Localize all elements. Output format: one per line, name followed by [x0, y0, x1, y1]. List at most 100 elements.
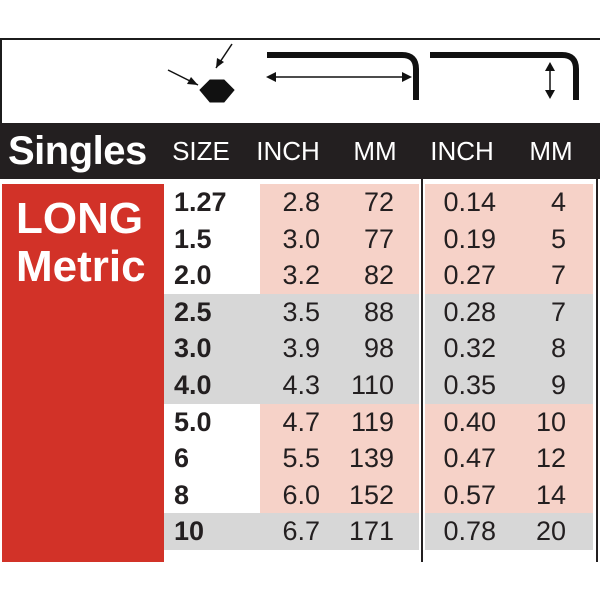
- long-mm-cell: 98: [363, 333, 394, 364]
- short-mm-cell: 5: [550, 223, 566, 254]
- size-cell-bg: [164, 184, 260, 221]
- table-row: 8 6.0 152 0.57 14: [164, 476, 600, 514]
- size-cell: 2.5: [174, 296, 212, 327]
- long-inch-cell: 3.5: [282, 296, 320, 327]
- size-cell-bg: [164, 293, 260, 331]
- short-inch-cell: 0.78: [443, 516, 496, 547]
- size-cell-bg: [164, 403, 260, 441]
- size-cell-bg: [164, 367, 260, 404]
- size-cell: 5.0: [174, 406, 212, 437]
- long-inch-cell: 3.2: [282, 260, 320, 291]
- short-inch-cell: 0.47: [443, 443, 496, 474]
- long-inch-cell: 3.9: [282, 333, 320, 364]
- long-inch-cell: 6.0: [282, 479, 320, 510]
- hex-key-size-icon: [167, 43, 235, 103]
- category-line-metric: Metric: [16, 242, 146, 291]
- table-row: 6 5.5 139 0.47 12: [164, 440, 600, 477]
- long-mm-cell: 152: [348, 479, 394, 510]
- size-cell: 1.5: [174, 223, 212, 254]
- long-arm-cell-bg: [260, 403, 419, 441]
- long-inch-cell: 4.7: [282, 406, 320, 437]
- long-inch-cell: 5.5: [282, 443, 320, 474]
- table-row: 2.0 3.2 82 0.27 7: [164, 257, 600, 294]
- short-arm-cell-bg: [425, 330, 593, 367]
- size-cell: 6: [174, 443, 190, 474]
- long-mm-cell: 82: [363, 260, 394, 291]
- long-arm-cell-bg: [260, 367, 419, 404]
- size-cell-bg: [164, 476, 260, 514]
- table-row: 10 6.7 171 0.78 20: [164, 513, 600, 550]
- short-arm-cell-bg: [425, 476, 593, 514]
- long-mm-cell: 88: [363, 296, 394, 327]
- short-arm-cell-bg: [425, 257, 593, 294]
- long-mm-cell: 77: [363, 223, 394, 254]
- header-bar: Singles SIZE INCH MM INCH MM: [0, 123, 600, 179]
- size-cell: 1.27: [174, 187, 227, 217]
- short-arm-cell-bg: [425, 367, 593, 404]
- table-row: 1.5 3.0 77 0.19 5: [164, 220, 600, 258]
- size-cell: 8: [174, 479, 190, 510]
- table-title: Singles: [8, 129, 147, 173]
- table-row: 5.0 4.7 119 0.40 10: [164, 403, 600, 441]
- table-row: 3.0 3.9 98 0.32 8: [164, 330, 600, 367]
- size-cell-bg: [164, 220, 260, 258]
- long-mm-cell: 72: [363, 187, 394, 217]
- col-header-mm-long: MM: [353, 136, 397, 166]
- short-arm-cell-bg: [425, 184, 593, 221]
- long-arm-cell-bg: [260, 330, 419, 367]
- short-mm-cell: 10: [535, 406, 566, 437]
- col-header-inch-short: INCH: [430, 136, 494, 166]
- long-arm-cell-bg: [260, 184, 419, 221]
- short-inch-cell: 0.19: [443, 223, 496, 254]
- dimension-diagram: [0, 38, 600, 123]
- short-inch-cell: 0.14: [443, 187, 496, 217]
- size-cell: 4.0: [174, 370, 212, 400]
- size-cell-bg: [164, 513, 260, 550]
- short-mm-cell: 4: [550, 187, 566, 217]
- category-line-long: LONG: [16, 194, 144, 243]
- category-panel: LONG Metric: [2, 184, 164, 562]
- long-mm-cell: 110: [350, 370, 394, 400]
- table-row: 2.5 3.5 88 0.28 7: [164, 293, 600, 331]
- col-header-mm-short: MM: [529, 136, 573, 166]
- short-inch-cell: 0.28: [443, 296, 496, 327]
- short-inch-cell: 0.27: [443, 260, 496, 291]
- short-arm-cell-bg: [425, 440, 593, 477]
- size-cell: 2.0: [174, 260, 212, 291]
- short-mm-cell: 8: [550, 333, 566, 364]
- size-cell-bg: [164, 257, 260, 294]
- short-mm-cell: 9: [550, 370, 566, 400]
- short-inch-cell: 0.40: [443, 406, 496, 437]
- size-cell-bg: [164, 330, 260, 367]
- long-inch-cell: 4.3: [282, 370, 320, 400]
- size-cell-bg: [164, 440, 260, 477]
- long-arm-cell-bg: [260, 476, 419, 514]
- short-arm-cell-bg: [425, 403, 593, 441]
- table-row: 4.0 4.3 110 0.35 9: [164, 367, 600, 404]
- long-inch-cell: 6.7: [282, 516, 320, 547]
- short-inch-cell: 0.57: [443, 479, 496, 510]
- short-arm-cell-bg: [425, 293, 593, 331]
- long-arm-cell-bg: [260, 220, 419, 258]
- long-mm-cell: 171: [348, 516, 394, 547]
- short-inch-cell: 0.35: [443, 370, 496, 400]
- long-arm-cell-bg: [260, 513, 419, 550]
- short-arm-cell-bg: [425, 513, 593, 550]
- short-mm-cell: 7: [550, 260, 566, 291]
- right-edge-divider: [596, 179, 598, 562]
- short-mm-cell: 20: [535, 516, 566, 547]
- short-arm-length-icon: [430, 52, 579, 100]
- col-header-inch-long: INCH: [256, 136, 320, 166]
- long-arm-cell-bg: [260, 257, 419, 294]
- long-inch-cell: 3.0: [282, 223, 320, 254]
- short-mm-cell: 12: [535, 443, 566, 474]
- long-mm-cell: 119: [350, 406, 394, 437]
- table-row: 1.27 2.8 72 0.14 4: [164, 184, 600, 221]
- size-cell: 10: [174, 516, 205, 547]
- short-mm-cell: 14: [535, 479, 566, 510]
- short-inch-cell: 0.32: [443, 333, 496, 364]
- long-arm-cell-bg: [260, 440, 419, 477]
- long-arm-cell-bg: [260, 293, 419, 331]
- long-inch-cell: 2.8: [282, 187, 320, 217]
- dimension-diagram-svg: [167, 43, 579, 103]
